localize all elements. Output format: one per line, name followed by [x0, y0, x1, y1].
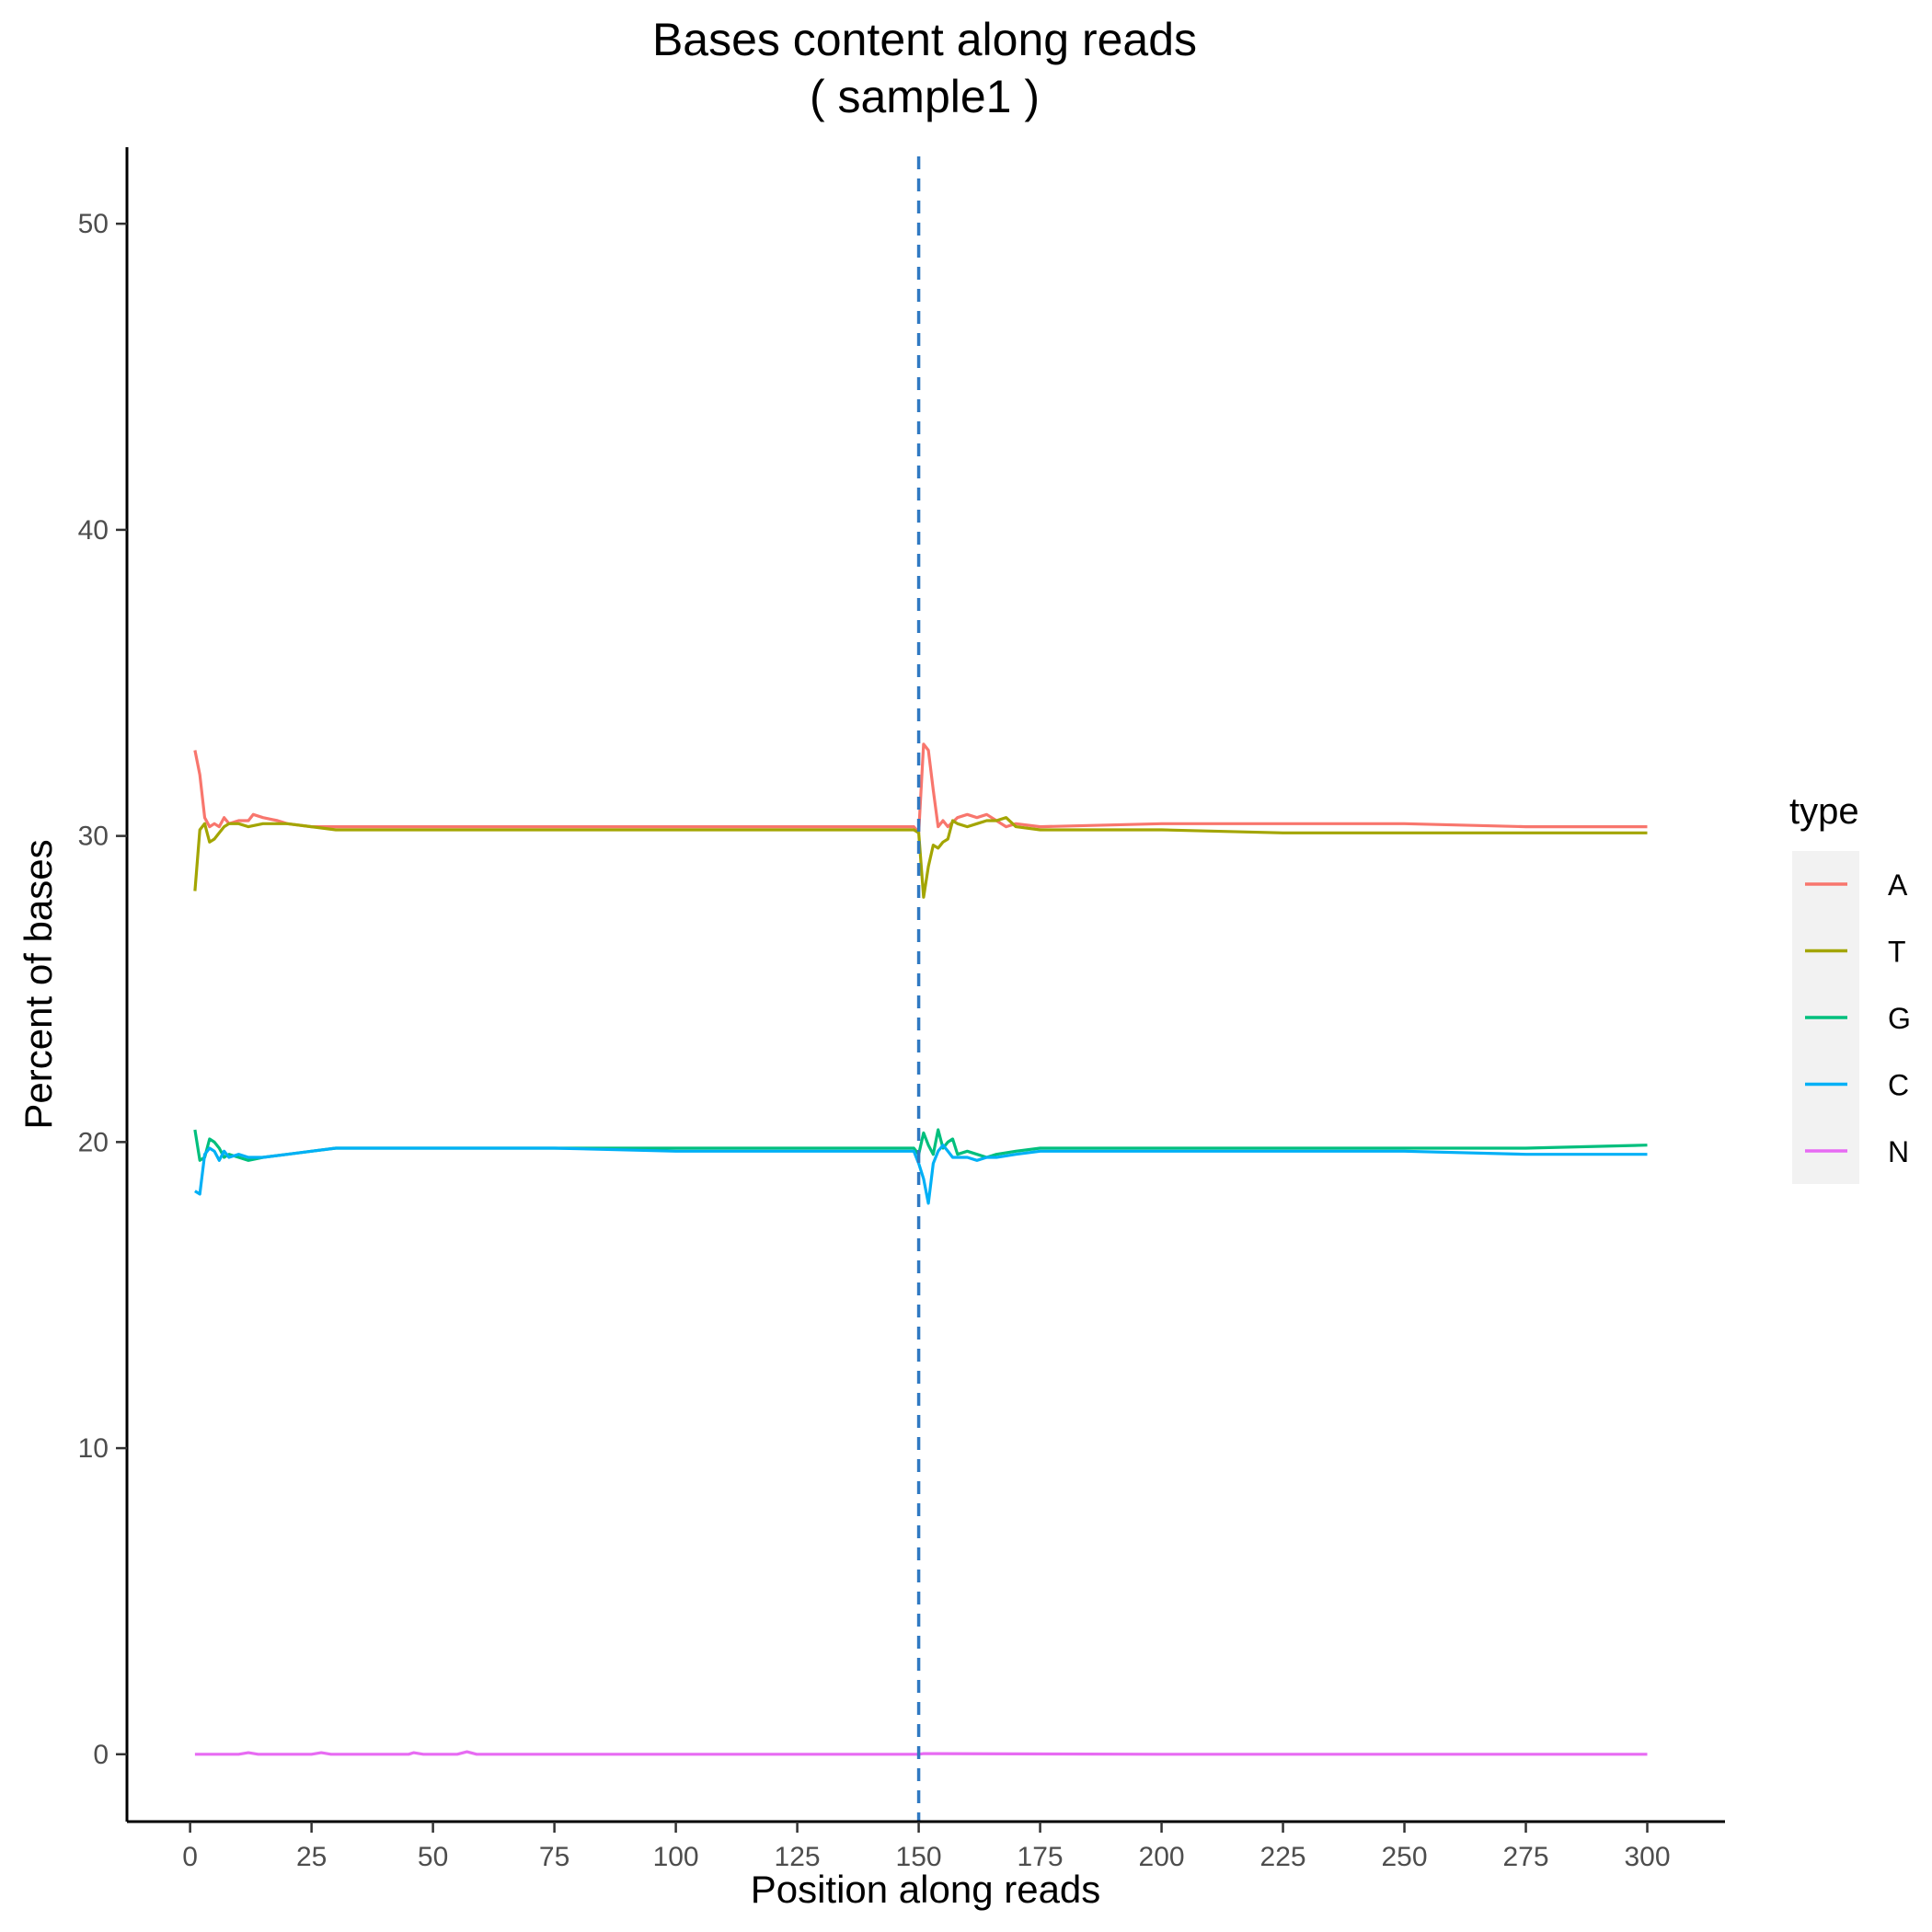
- y-tick-label: 30: [78, 822, 109, 852]
- x-tick-label: 100: [653, 1842, 699, 1872]
- y-axis-ticks: 0 10 20 30 40 50: [78, 209, 127, 1770]
- x-tick-label: 150: [896, 1842, 942, 1872]
- y-tick-label: 50: [78, 209, 109, 239]
- legend-label-G: G: [1888, 1002, 1911, 1035]
- legend-label-C: C: [1888, 1069, 1909, 1102]
- x-tick-label: 0: [182, 1842, 198, 1872]
- x-tick-label: 225: [1260, 1842, 1306, 1872]
- y-tick-label: 20: [78, 1127, 109, 1157]
- series-line-C: [194, 1144, 1648, 1205]
- legend-label-A: A: [1888, 868, 1908, 902]
- legend-label-T: T: [1888, 936, 1906, 969]
- series-line-N: [194, 1750, 1648, 1756]
- chart-title: Bases content along reads: [652, 14, 1197, 65]
- chart-subtitle: ( sample1 ): [810, 71, 1040, 122]
- x-axis-title: Position along reads: [751, 1868, 1101, 1911]
- x-tick-label: 200: [1139, 1842, 1185, 1872]
- y-tick-label: 10: [78, 1433, 109, 1464]
- y-axis-title: Percent of bases: [17, 839, 60, 1129]
- series-line-T: [193, 816, 1648, 899]
- x-tick-label: 250: [1382, 1842, 1428, 1872]
- x-tick-label: 50: [418, 1842, 448, 1872]
- x-tick-label: 25: [296, 1842, 327, 1872]
- legend-label-N: N: [1888, 1135, 1909, 1168]
- x-tick-label: 300: [1624, 1842, 1670, 1872]
- y-tick-label: 0: [93, 1740, 109, 1770]
- y-tick-label: 40: [78, 515, 109, 546]
- x-tick-label: 125: [775, 1842, 821, 1872]
- x-tick-label: 75: [539, 1842, 569, 1872]
- x-tick-label: 175: [1018, 1842, 1064, 1872]
- legend-title: type: [1789, 791, 1859, 832]
- legend-items: A TG CN: [1805, 868, 1911, 1168]
- x-tick-label: 275: [1503, 1842, 1549, 1872]
- x-axis-ticks: 0 25 50 75 100 125 150 175 200 225 250 275 300: [182, 1822, 1671, 1872]
- plot-area: [193, 156, 1648, 1822]
- legend: type A TG CN: [1789, 791, 1911, 1184]
